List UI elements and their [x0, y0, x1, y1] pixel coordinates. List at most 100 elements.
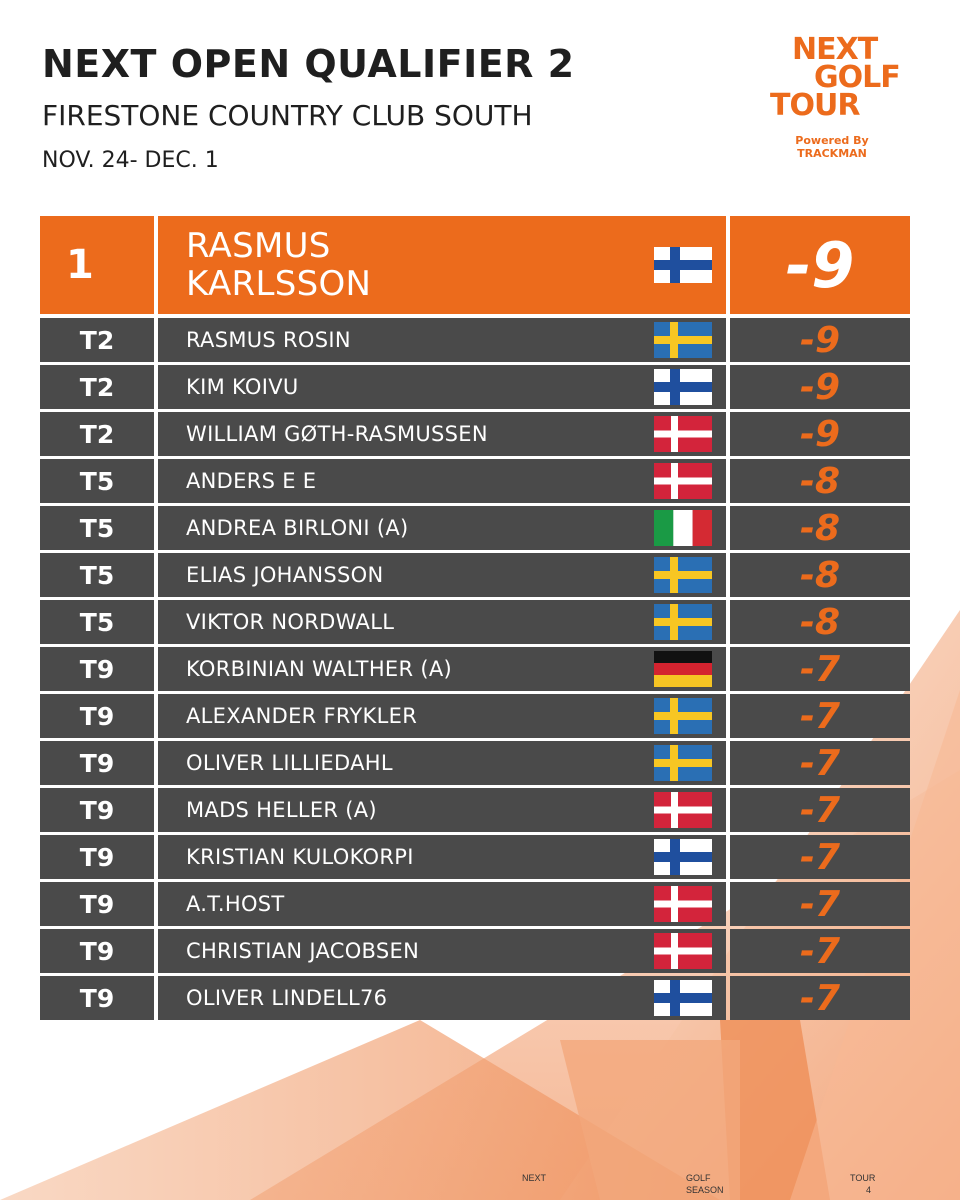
position-cell: T9 — [40, 647, 154, 691]
score-cell: -8 — [730, 600, 910, 644]
player-name: A.T.HOST — [186, 892, 285, 916]
player-name-cell: ANDERS E E — [158, 459, 726, 503]
player-name-cell: ELIAS JOHANSSON — [158, 553, 726, 597]
player-name-cell: ALEXANDER FRYKLER — [158, 694, 726, 738]
logo-trackman: TRACKMAN — [797, 147, 867, 160]
player-last-name: KARLSSON — [186, 264, 372, 304]
table-row: T9 A.T.HOST -7 — [40, 882, 910, 926]
position-cell: T2 — [40, 365, 154, 409]
denmark-flag-icon — [654, 933, 712, 969]
position-cell: T9 — [40, 741, 154, 785]
player-name: KRISTIAN KULOKORPI — [186, 845, 414, 869]
player-name-cell: OLIVER LILLIEDAHL — [158, 741, 726, 785]
position-cell: 1 — [40, 216, 154, 314]
position-cell: T9 — [40, 882, 154, 926]
table-row: T5 VIKTOR NORDWALL -8 — [40, 600, 910, 644]
position-cell: T9 — [40, 788, 154, 832]
position-cell: T5 — [40, 553, 154, 597]
denmark-flag-icon — [654, 416, 712, 452]
footer-word-next: NEXT — [522, 1173, 547, 1183]
table-row: T2 RASMUS ROSIN -9 — [40, 318, 910, 362]
score-cell: -9 — [730, 365, 910, 409]
table-row: T9 MADS HELLER (A) -7 — [40, 788, 910, 832]
table-row: T9 KORBINIAN WALTHER (A) -7 — [40, 647, 910, 691]
player-name-cell: MADS HELLER (A) — [158, 788, 726, 832]
score-cell: -9 — [730, 318, 910, 362]
position-cell: T9 — [40, 976, 154, 1020]
leader-row: 1 RASMUS KARLSSON -9 — [40, 216, 910, 314]
event-dates: NOV. 24- DEC. 1 — [42, 148, 219, 173]
player-name: ELIAS JOHANSSON — [186, 563, 384, 587]
sweden-flag-icon — [654, 745, 712, 781]
player-name-cell: KORBINIAN WALTHER (A) — [158, 647, 726, 691]
score-cell: -7 — [730, 694, 910, 738]
score-cell: -9 — [730, 216, 910, 314]
table-row: T5 ELIAS JOHANSSON -8 — [40, 553, 910, 597]
table-row: T9 CHRISTIAN JACOBSEN -7 — [40, 929, 910, 973]
player-name: OLIVER LILLIEDAHL — [186, 751, 393, 775]
venue-subtitle: FIRESTONE COUNTRY CLUB SOUTH — [42, 99, 533, 132]
sweden-flag-icon — [654, 698, 712, 734]
footer-number: 4 — [866, 1185, 872, 1195]
position-cell: T5 — [40, 506, 154, 550]
finland-flag-icon — [654, 980, 712, 1016]
player-name: KIM KOIVU — [186, 375, 299, 399]
footer-tour-label: TOUR — [850, 1173, 876, 1183]
score-cell: -8 — [730, 553, 910, 597]
table-row: T5 ANDERS E E -8 — [40, 459, 910, 503]
footer-word-tour: TOUR 4 — [850, 1172, 875, 1196]
score-cell: -7 — [730, 976, 910, 1020]
sweden-flag-icon — [654, 322, 712, 358]
player-name: WILLIAM GØTH-RASMUSSEN — [186, 422, 488, 446]
player-name-cell: CHRISTIAN JACOBSEN — [158, 929, 726, 973]
table-row: T9 ALEXANDER FRYKLER -7 — [40, 694, 910, 738]
score-cell: -7 — [730, 882, 910, 926]
player-name: ALEXANDER FRYKLER — [186, 704, 418, 728]
logo-word-golf: GOLF — [814, 60, 901, 95]
player-name-cell: RASMUS ROSIN — [158, 318, 726, 362]
table-row: T9 OLIVER LILLIEDAHL -7 — [40, 741, 910, 785]
table-row: T9 OLIVER LINDELL76 -7 — [40, 976, 910, 1020]
sweden-flag-icon — [654, 557, 712, 593]
leaderboard: 1 RASMUS KARLSSON -9 T2 RASMUS ROSIN -9 T2 KIM K… — [40, 216, 910, 1023]
player-name-cell: ANDREA BIRLONI (A) — [158, 506, 726, 550]
player-name: RASMUS KARLSSON — [186, 227, 371, 303]
position-cell: T9 — [40, 694, 154, 738]
score-cell: -7 — [730, 835, 910, 879]
player-name: KORBINIAN WALTHER (A) — [186, 657, 452, 681]
score-cell: -8 — [730, 506, 910, 550]
table-row: T9 KRISTIAN KULOKORPI -7 — [40, 835, 910, 879]
player-name: MADS HELLER (A) — [186, 798, 377, 822]
position-cell: T5 — [40, 600, 154, 644]
denmark-flag-icon — [654, 792, 712, 828]
score-cell: -7 — [730, 929, 910, 973]
player-name: VIKTOR NORDWALL — [186, 610, 395, 634]
footer-season-label: SEASON — [686, 1185, 724, 1195]
table-row: T5 ANDREA BIRLONI (A) -8 — [40, 506, 910, 550]
player-name: ANDREA BIRLONI (A) — [186, 516, 409, 540]
player-name-cell: KRISTIAN KULOKORPI — [158, 835, 726, 879]
score-cell: -8 — [730, 459, 910, 503]
score-cell: -7 — [730, 647, 910, 691]
table-row: T2 WILLIAM GØTH-RASMUSSEN -9 — [40, 412, 910, 456]
player-name-cell: OLIVER LINDELL76 — [158, 976, 726, 1020]
player-name-cell: WILLIAM GØTH-RASMUSSEN — [158, 412, 726, 456]
position-cell: T5 — [40, 459, 154, 503]
footer-golf-label: GOLF — [686, 1173, 711, 1183]
player-name-cell: KIM KOIVU — [158, 365, 726, 409]
player-name-cell: A.T.HOST — [158, 882, 726, 926]
page-title: NEXT OPEN QUALIFIER 2 — [42, 42, 575, 86]
player-name-cell: VIKTOR NORDWALL — [158, 600, 726, 644]
next-golf-tour-logo: NEXT GOLF TOUR Powered By TRACKMAN — [770, 35, 901, 161]
position-cell: T9 — [40, 835, 154, 879]
position-cell: T9 — [40, 929, 154, 973]
player-name: OLIVER LINDELL76 — [186, 986, 388, 1010]
denmark-flag-icon — [654, 463, 712, 499]
player-first-name: RASMUS — [186, 226, 331, 266]
player-name: CHRISTIAN JACOBSEN — [186, 939, 420, 963]
germany-flag-icon — [654, 651, 712, 687]
score-cell: -9 — [730, 412, 910, 456]
score-cell: -7 — [730, 788, 910, 832]
position-cell: T2 — [40, 318, 154, 362]
finland-flag-icon — [654, 839, 712, 875]
